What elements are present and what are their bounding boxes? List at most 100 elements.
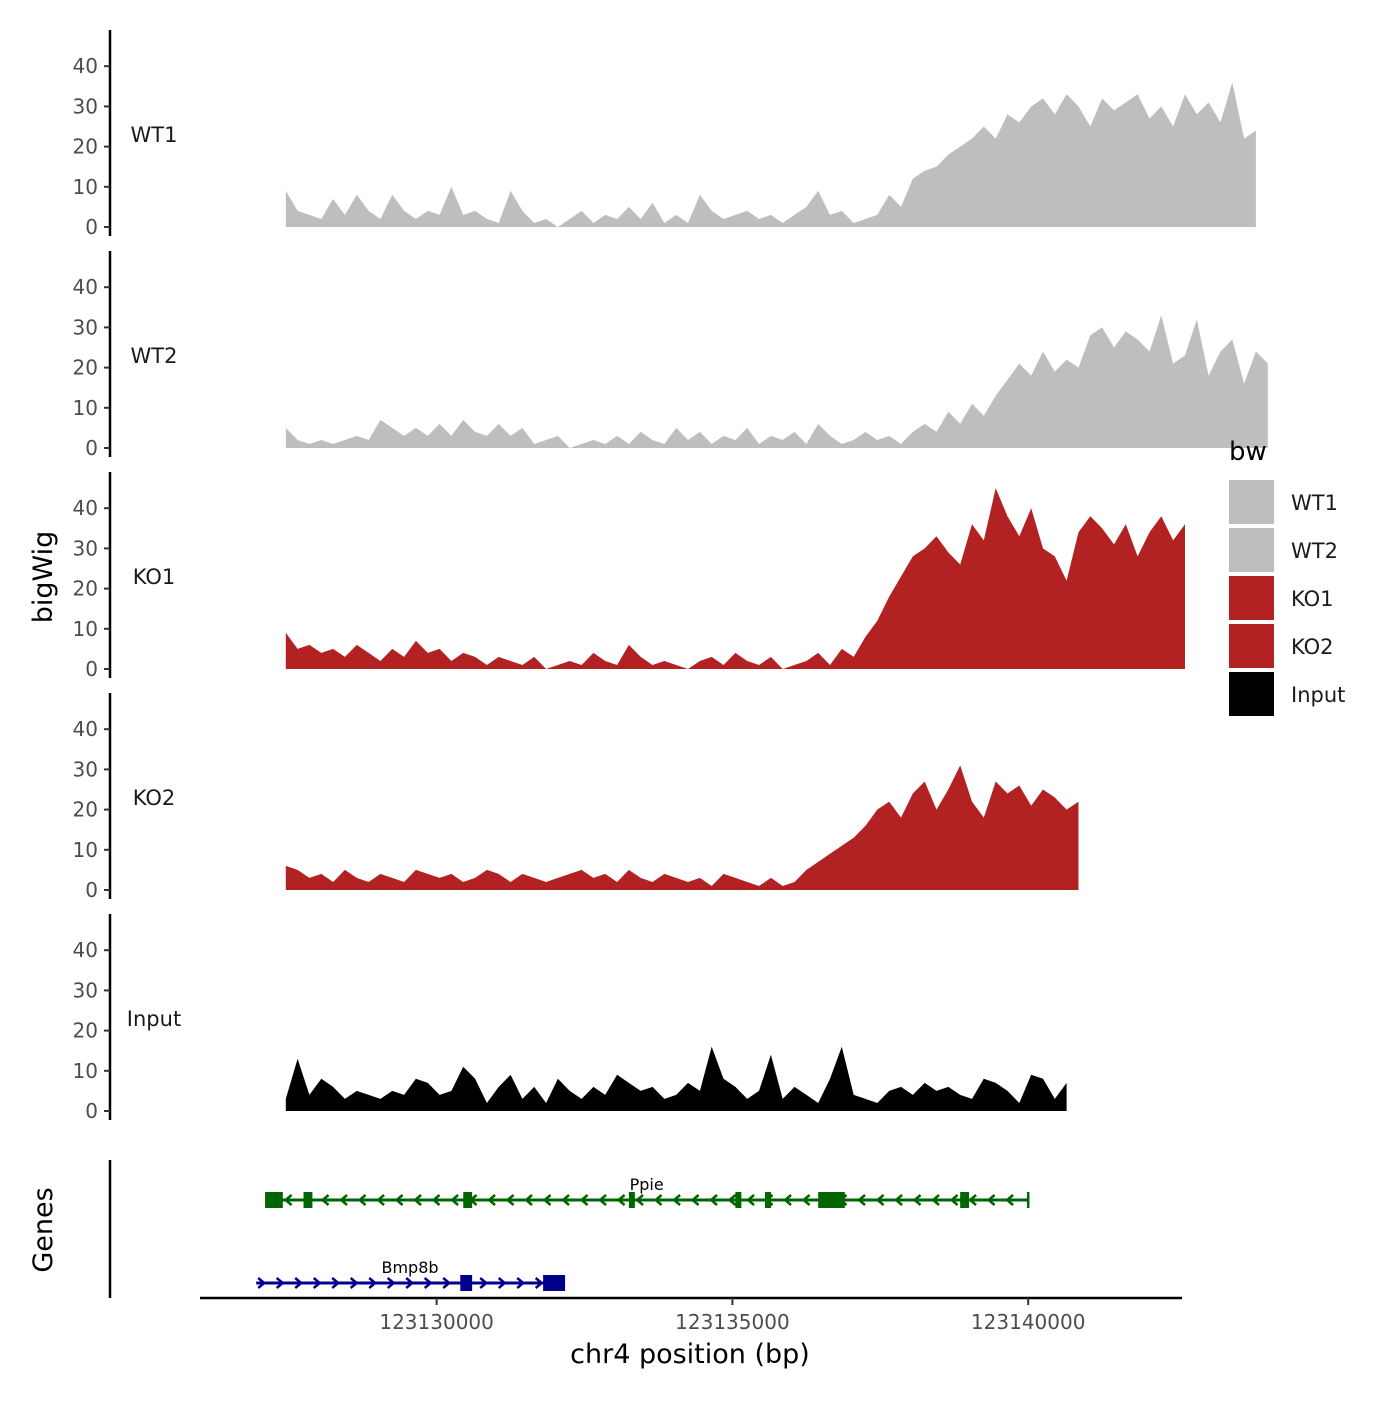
legend-label-wt2: WT2 <box>1291 539 1338 563</box>
strand-arrow <box>283 1194 293 1206</box>
strand-arrow <box>357 1194 367 1206</box>
gene-ppie: Ppie <box>265 1175 1030 1208</box>
y-tick-label: 40 <box>73 496 98 520</box>
track-panel-wt1: 0 10 20 30 40 WT1 <box>73 30 1256 239</box>
strand-arrow <box>949 1194 959 1206</box>
x-axis: 123130000 123135000 123140000 <box>200 1296 1182 1334</box>
y-tick-label: 20 <box>73 577 98 601</box>
legend-key-wt1 <box>1229 480 1274 524</box>
strand-arrow <box>450 1194 459 1206</box>
strand-arrow <box>653 1194 663 1206</box>
strand-arrow <box>534 1277 544 1289</box>
strand-arrow <box>312 1277 322 1289</box>
y-tick-label: 20 <box>73 356 98 380</box>
track-label: KO1 <box>133 565 176 589</box>
track-panel-input: 0 10 20 30 40 Input <box>73 914 1067 1123</box>
strand-arrow <box>442 1277 452 1289</box>
legend: bw WT1 WT2 KO1 KO2 Input <box>1229 437 1345 716</box>
strand-arrow <box>257 1277 267 1289</box>
strand-arrow <box>275 1277 285 1289</box>
signal-area-wt2 <box>285 315 1268 448</box>
strand-arrow <box>294 1277 304 1289</box>
strand-arrow <box>431 1194 441 1206</box>
strand-arrow <box>349 1277 359 1289</box>
strand-arrow <box>413 1194 422 1206</box>
legend-title: bw <box>1229 437 1267 467</box>
y-tick-label: 10 <box>73 1059 98 1083</box>
strand-arrow <box>690 1194 700 1206</box>
genes-axis-title: Genes <box>28 1187 59 1272</box>
strand-arrow <box>561 1194 570 1206</box>
legend-key-ko2 <box>1229 624 1274 668</box>
exon <box>463 1192 473 1208</box>
legend-key-ko1 <box>1229 576 1274 620</box>
exon <box>265 1192 283 1208</box>
track-panels: 0 10 20 30 40 WT1 0 10 20 30 40 WT2 0 10 20 30 40 KO1 0 10 2… <box>73 30 1268 1123</box>
track-panel-wt2: 0 10 20 30 40 WT2 <box>73 251 1268 460</box>
y-tick-label: 0 <box>85 436 98 460</box>
strand-arrow <box>579 1194 589 1206</box>
strand-arrow <box>497 1277 507 1289</box>
y-tick-label: 0 <box>85 1099 98 1123</box>
exon <box>460 1275 473 1291</box>
genes-panel: Ppie Bmp8b <box>108 1160 1030 1298</box>
strand-arrow <box>598 1194 607 1206</box>
strand-arrow <box>746 1194 755 1206</box>
legend-label-wt1: WT1 <box>1291 491 1338 515</box>
strand-arrow <box>635 1194 644 1206</box>
y-tick-label: 30 <box>73 757 98 781</box>
track-label: WT2 <box>131 344 178 368</box>
exon <box>818 1192 845 1208</box>
strand-arrow <box>783 1194 792 1206</box>
strand-arrow <box>331 1277 341 1289</box>
strand-arrow <box>376 1194 385 1206</box>
exon <box>960 1192 970 1208</box>
y-tick-label: 20 <box>73 1019 98 1043</box>
y-tick-label: 0 <box>85 657 98 681</box>
track-panel-ko1: 0 10 20 30 40 KO1 <box>73 472 1185 681</box>
signal-area-wt1 <box>285 82 1256 227</box>
x-tick-label: 123130000 <box>379 1310 494 1334</box>
exon <box>764 1192 771 1208</box>
strand-arrow <box>368 1277 378 1289</box>
gene-label: Ppie <box>630 1175 664 1194</box>
y-tick-label: 10 <box>73 175 98 199</box>
y-tick-label: 0 <box>85 878 98 902</box>
y-tick-label: 40 <box>73 54 98 78</box>
legend-label-ko1: KO1 <box>1291 587 1334 611</box>
strand-arrow <box>423 1277 433 1289</box>
strand-arrow <box>339 1194 348 1206</box>
strand-arrow <box>386 1277 396 1289</box>
strand-arrow <box>875 1194 885 1206</box>
gene-label: Bmp8b <box>381 1258 438 1277</box>
strand-arrow <box>320 1194 330 1206</box>
strand-arrow <box>394 1194 404 1206</box>
strand-arrow <box>968 1194 977 1206</box>
gene-bmp8b: Bmp8b <box>256 1258 566 1291</box>
strand-arrow <box>857 1194 866 1206</box>
strand-arrow <box>405 1277 415 1289</box>
x-tick-label: 123140000 <box>971 1310 1086 1334</box>
strand-arrow <box>505 1194 515 1206</box>
strand-arrow <box>524 1194 533 1206</box>
legend-key-wt2 <box>1229 528 1274 572</box>
signal-area-ko1 <box>285 488 1185 669</box>
x-axis-title: chr4 position (bp) <box>570 1339 810 1370</box>
y-tick-label: 30 <box>73 978 98 1002</box>
y-tick-label: 20 <box>73 135 98 159</box>
track-label: Input <box>127 1007 181 1031</box>
track-label: WT1 <box>131 123 178 147</box>
strand-arrow <box>616 1194 626 1206</box>
y-tick-label: 40 <box>73 275 98 299</box>
legend-label-input: Input <box>1291 683 1345 707</box>
y-tick-label: 30 <box>73 536 98 560</box>
y-tick-label: 40 <box>73 938 98 962</box>
strand-arrow <box>672 1194 681 1206</box>
legend-label-ko2: KO2 <box>1291 635 1334 659</box>
y-tick-label: 0 <box>85 215 98 239</box>
strand-arrow <box>487 1194 496 1206</box>
strand-arrow <box>479 1277 489 1289</box>
strand-arrow <box>709 1194 718 1206</box>
strand-arrow <box>1005 1194 1014 1206</box>
